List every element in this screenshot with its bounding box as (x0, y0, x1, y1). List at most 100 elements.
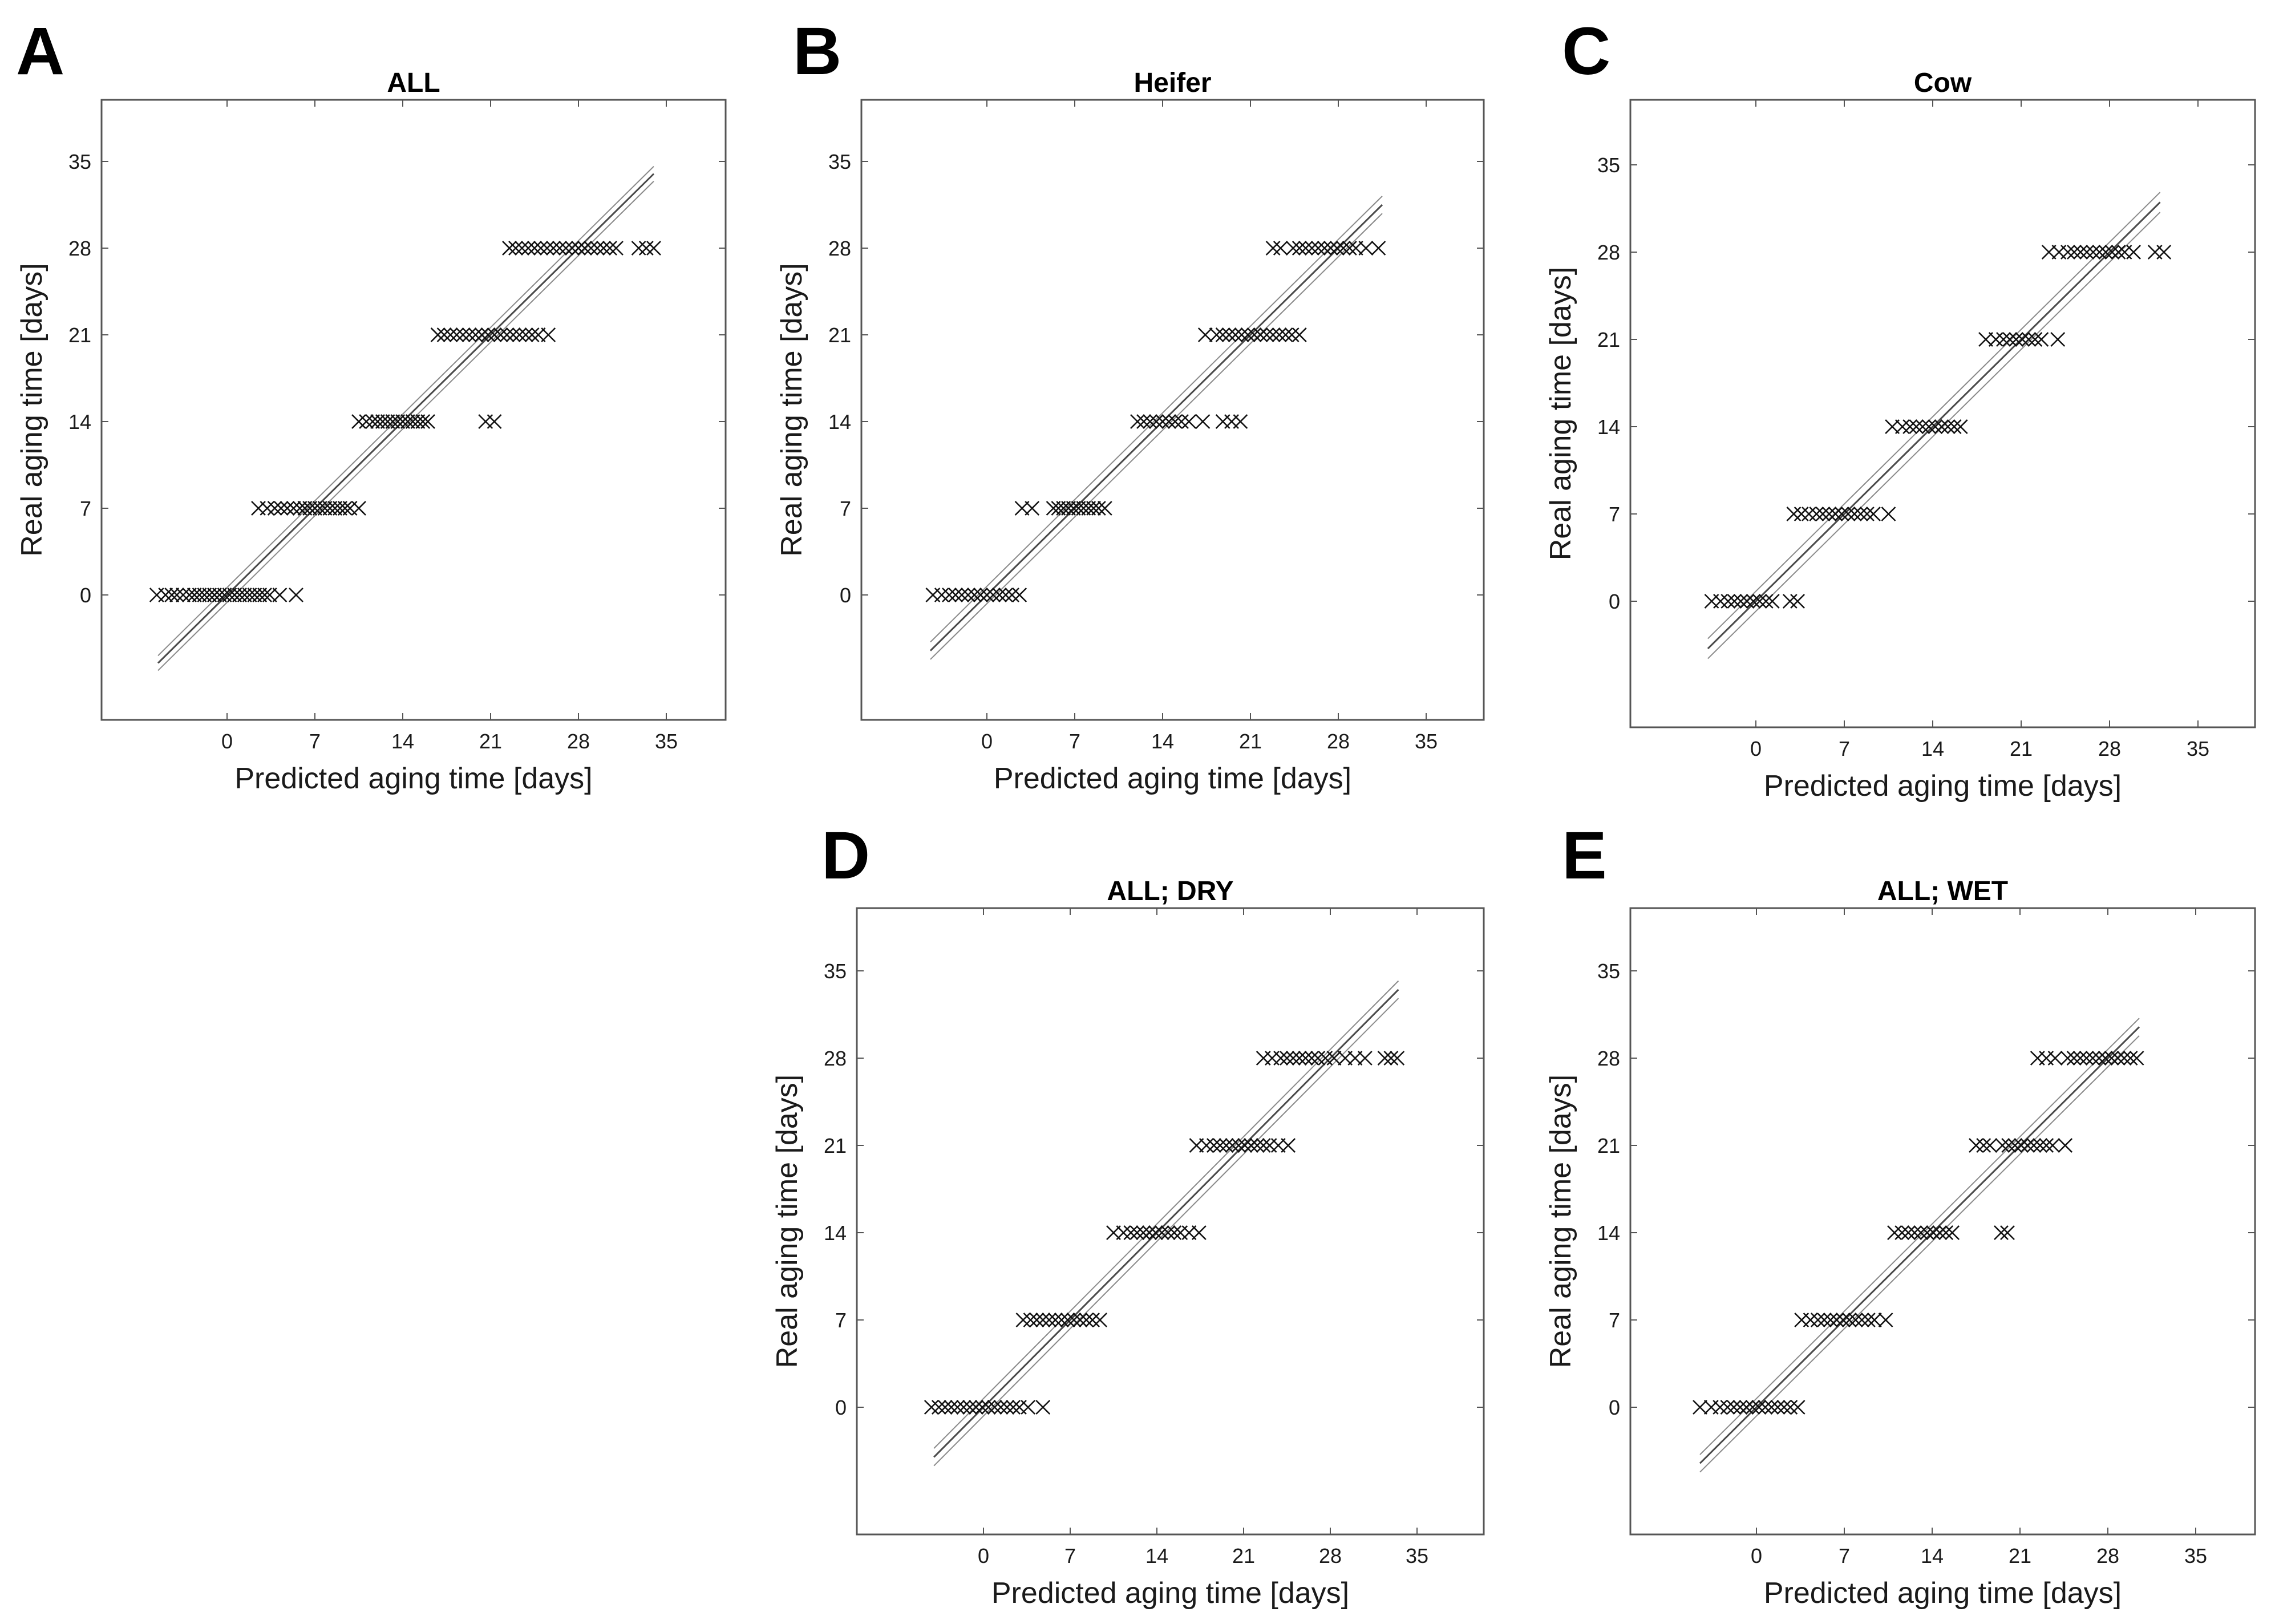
y-axis-label: Real aging time [days] (15, 263, 48, 557)
data-point (480, 327, 496, 342)
data-point (1746, 594, 1761, 609)
data-point (546, 241, 561, 256)
data-point (1130, 1225, 1145, 1240)
data-point (1231, 1138, 1246, 1153)
x-tick-label: 14 (391, 730, 414, 753)
data-point (1317, 241, 1332, 256)
data-point (1823, 1313, 1838, 1327)
data-point (1881, 507, 1896, 521)
data-point (533, 241, 548, 256)
x-tick-label: 14 (1921, 737, 1944, 760)
data-point (1259, 327, 1274, 342)
data-point (1969, 1138, 1983, 1153)
data-point (924, 1400, 939, 1415)
data-point (1732, 1400, 1748, 1415)
data-point (508, 241, 523, 256)
data-point (1848, 1313, 1863, 1327)
data-point (1934, 419, 1949, 434)
data-point (1060, 1313, 1075, 1327)
data-point (1790, 1400, 1806, 1415)
plot-frame (1629, 99, 2256, 728)
data-point (1810, 1313, 1825, 1327)
data-point (2001, 1138, 2017, 1153)
y-tick-label: 35 (824, 959, 847, 983)
data-point (1292, 1051, 1307, 1066)
data-point (1794, 507, 1809, 521)
data-point (1786, 507, 1802, 521)
data-point (2033, 1138, 2048, 1153)
data-point (1377, 1051, 1392, 1066)
data-point (1357, 1051, 1373, 1066)
data-point (999, 1400, 1015, 1415)
y-tick-label: 14 (1597, 1221, 1620, 1245)
x-tick-label: 14 (1145, 1544, 1168, 1568)
plot-frame (100, 99, 727, 721)
panel-letter-D: D (821, 818, 870, 893)
data-point (1209, 327, 1224, 342)
data-point (351, 501, 366, 516)
data-point (1215, 327, 1230, 342)
data-point (462, 327, 477, 342)
data-point (2104, 1051, 2119, 1066)
data-point (998, 588, 1013, 602)
data-point (1782, 594, 1798, 609)
y-tick-label: 28 (828, 237, 851, 260)
data-point (1142, 1225, 1157, 1240)
data-point (1136, 414, 1151, 429)
data-point (280, 501, 295, 516)
data-point (558, 241, 573, 256)
y-tick-label: 28 (1597, 241, 1620, 264)
data-point (948, 588, 963, 602)
plot-frame (856, 907, 1485, 1536)
data-point (1720, 1400, 1735, 1415)
data-point (1841, 1313, 1857, 1327)
x-tick-label: 7 (1069, 730, 1080, 753)
data-point (1143, 414, 1157, 429)
data-point (527, 241, 542, 256)
data-point (979, 588, 994, 602)
data-point (541, 327, 556, 342)
data-point (1116, 1225, 1131, 1240)
data-point (1739, 594, 1755, 609)
data-point (1390, 1051, 1405, 1066)
data-point (2009, 332, 2024, 347)
x-tick-label: 0 (1751, 1544, 1762, 1568)
y-axis-label: Real aging time [days] (771, 1075, 804, 1368)
y-tick-label: 21 (824, 1134, 847, 1157)
data-point (1292, 327, 1307, 342)
x-tick-label: 35 (2187, 737, 2209, 760)
data-point (1072, 1313, 1088, 1327)
data-point (443, 327, 458, 342)
x-tick-label: 21 (479, 730, 502, 753)
data-point (1940, 419, 1956, 434)
plot-frame (860, 99, 1485, 721)
data-point (1085, 1313, 1100, 1327)
data-point (1228, 327, 1243, 342)
panel-title: Heifer (1134, 68, 1211, 98)
x-tick-label: 0 (221, 730, 233, 753)
data-point (1197, 327, 1213, 342)
data-point (1086, 501, 1101, 516)
data-point (2086, 245, 2101, 260)
data-point (1005, 588, 1019, 602)
data-point (1907, 1225, 1922, 1240)
y-tick-label: 14 (1597, 415, 1620, 439)
data-point (2111, 245, 2126, 260)
data-point (1920, 1225, 1935, 1240)
y-tick-label: 7 (1609, 1309, 1620, 1332)
data-point (961, 588, 975, 602)
data-point (512, 327, 527, 342)
data-point (1996, 332, 2011, 347)
x-tick-label: 28 (1327, 730, 1350, 753)
data-point (2123, 1051, 2138, 1066)
data-point (164, 588, 180, 602)
data-point (992, 588, 1007, 602)
data-point (351, 414, 366, 429)
x-axis-label: Predicted aging time [days] (994, 762, 1351, 795)
data-point (1249, 1138, 1265, 1153)
data-point (2061, 245, 2075, 260)
data-point (540, 241, 554, 256)
data-point (577, 241, 592, 256)
data-point (1212, 1138, 1228, 1153)
y-tick-label: 28 (68, 237, 91, 260)
